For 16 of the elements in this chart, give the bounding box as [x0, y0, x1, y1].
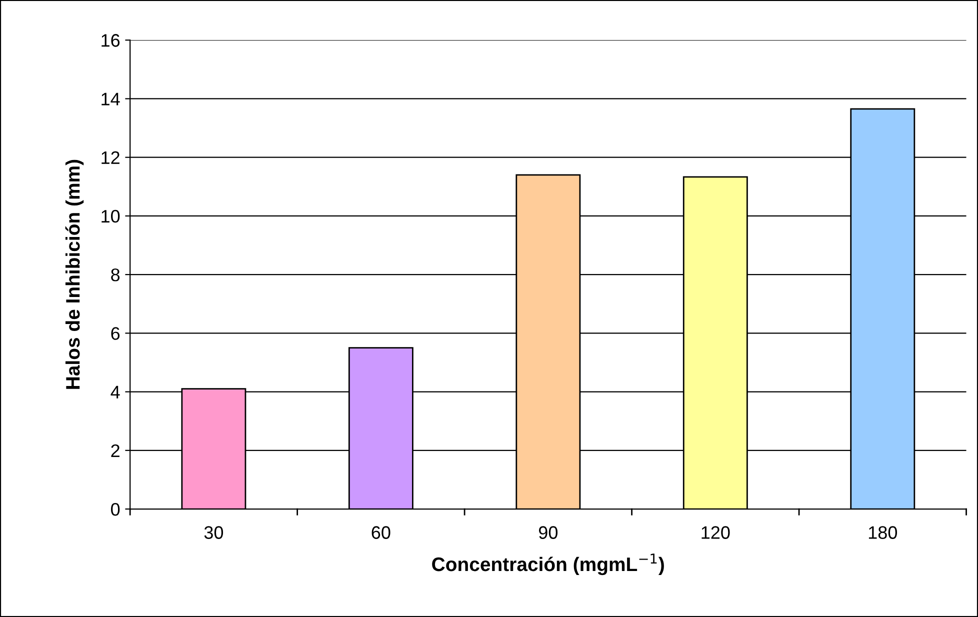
x-axis-title: Concentración (mgmL$^{−1}$): [432, 554, 664, 576]
y-tick-label: 0: [111, 502, 120, 516]
y-tick-label: 8: [111, 268, 120, 282]
y-tick-label: 12: [102, 151, 120, 164]
x-tick-label: 30: [204, 526, 224, 539]
x-tick-label: 90: [538, 526, 558, 539]
y-tick-label: 16: [102, 34, 120, 47]
y-axis-title: Halos de Inhibición (mm): [65, 160, 84, 389]
y-tick-label: 4: [110, 386, 120, 398]
y-tick-label: 10: [102, 210, 120, 223]
y-tick-label: 2: [111, 444, 120, 457]
y-tick-label: 6: [111, 327, 120, 340]
x-tick-label: 120: [702, 526, 730, 539]
x-tick-label: 60: [372, 526, 390, 539]
y-tick-label: 14: [102, 92, 120, 106]
x-tick-label: 180: [868, 526, 898, 539]
